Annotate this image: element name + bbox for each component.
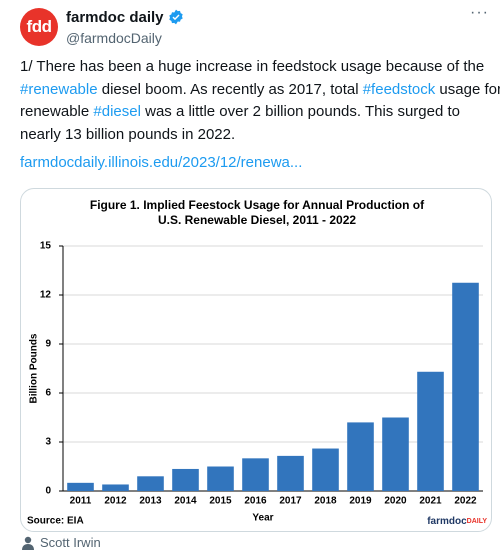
y-tick-label: 12 <box>40 290 52 301</box>
x-tick-label: 2018 <box>314 496 337 507</box>
hashtag[interactable]: #renewable <box>20 80 98 98</box>
credit[interactable]: Scott Irwin <box>22 535 101 550</box>
x-tick-label: 2022 <box>454 496 477 507</box>
chart-title: U.S. Renewable Diesel, 2011 - 2022 <box>158 213 356 227</box>
tweet-line: 1/ There has been a huge increase in fee… <box>20 56 500 79</box>
y-tick-label: 3 <box>45 437 51 448</box>
bar <box>312 448 339 491</box>
bar <box>242 458 269 491</box>
text-segment: diesel boom. As recently as 2017, total <box>97 80 363 98</box>
credit-name[interactable]: Scott Irwin <box>40 535 101 550</box>
x-tick-label: 2011 <box>70 496 92 507</box>
hashtag[interactable]: #feedstock <box>362 80 436 98</box>
tweet-text: 1/ There has been a huge increase in fee… <box>20 56 500 146</box>
handle[interactable]: @farmdocDaily <box>66 30 162 46</box>
bar <box>172 468 199 491</box>
x-axis-label: Year <box>252 513 273 524</box>
tweet-line: nearly 13 billion pounds in 2022. <box>20 124 500 147</box>
text-segment: nearly 13 billion pounds in 2022. <box>20 125 236 143</box>
x-tick-label: 2016 <box>244 496 267 507</box>
y-axis-label: Billion Pounds <box>29 333 40 403</box>
text-segment: 1/ There has been a huge increase in fee… <box>20 58 485 75</box>
y-tick-label: 9 <box>45 339 51 350</box>
bar <box>277 455 304 491</box>
tweet-line: #renewable diesel boom. As recently as 2… <box>20 79 500 102</box>
chart: Figure 1. Implied Feestock Usage for Ann… <box>27 198 487 527</box>
source: Source: EIA <box>27 516 84 527</box>
x-tick-label: 2020 <box>384 496 407 507</box>
name-text[interactable]: farmdoc daily <box>66 9 164 26</box>
bar <box>207 466 234 491</box>
chart-title: Figure 1. Implied Feestock Usage for Ann… <box>90 198 425 212</box>
y-tick-label: 0 <box>45 486 51 497</box>
tweet-line: renewable #diesel was a little over 2 bi… <box>20 101 500 124</box>
y-tick-label: 15 <box>40 241 52 252</box>
x-tick-label: 2017 <box>279 496 302 507</box>
text-segment: was a little over 2 billion pounds. This… <box>140 103 461 120</box>
person-icon <box>22 536 34 550</box>
display-name[interactable]: farmdoc daily <box>66 9 184 26</box>
x-tick-label: 2019 <box>349 496 372 507</box>
x-tick-label: 2015 <box>209 496 232 507</box>
text-segment: usage for <box>435 80 500 98</box>
x-tick-label: 2021 <box>419 496 442 507</box>
bar <box>347 422 374 491</box>
y-tick-label: 6 <box>45 388 51 399</box>
hashtag[interactable]: #diesel <box>93 103 141 120</box>
avatar[interactable]: fdd <box>20 8 58 46</box>
bar <box>137 476 164 491</box>
bar <box>417 371 444 491</box>
logo: farmdocDAILY <box>427 516 487 527</box>
bar <box>452 282 479 491</box>
logo-part: farmdoc <box>427 516 467 527</box>
verified-badge <box>169 9 183 25</box>
logo-part: DAILY <box>467 518 488 525</box>
text-segment: renewable <box>20 103 94 120</box>
x-tick-label: 2014 <box>174 496 197 507</box>
bar <box>102 484 129 491</box>
x-tick-label: 2012 <box>104 496 127 507</box>
image-card[interactable]: Figure 1. Implied Feestock Usage for Ann… <box>20 188 492 532</box>
link[interactable]: farmdocdaily.illinois.edu/2023/12/renewa… <box>20 154 303 171</box>
x-tick-label: 2013 <box>139 496 162 507</box>
bar <box>382 417 409 491</box>
more-button[interactable]: ··· <box>470 4 489 21</box>
bar <box>67 482 94 491</box>
